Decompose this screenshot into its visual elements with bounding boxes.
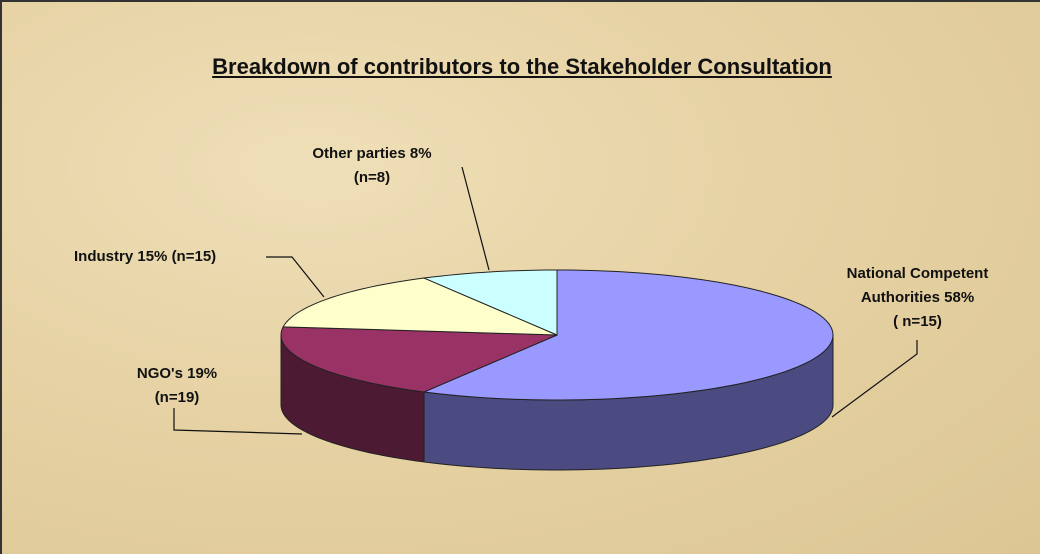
category-name: National Competent Authorities [846, 265, 989, 306]
chart-title: Breakdown of contributors to the Stakeho… [212, 54, 832, 79]
slice-label: Industry 15% (n=15) [74, 245, 274, 269]
leader-line [266, 256, 325, 298]
count-label: ( n=15) [893, 313, 942, 330]
count-label: (n=8) [353, 169, 391, 186]
slice-label: Other parties 8% (n=8) [277, 142, 467, 190]
value-label: 19% [187, 365, 218, 382]
category-name: Other parties [312, 145, 406, 162]
count-label: (n=15) [171, 248, 217, 265]
leader-line [173, 408, 303, 435]
value-label: 58% [944, 289, 975, 306]
leader-line [831, 340, 918, 418]
value-label: 8% [409, 145, 432, 162]
pie-slice [422, 269, 834, 401]
count-label: (n=19) [154, 389, 200, 406]
pie-slice [280, 326, 558, 393]
value-label: 15% [137, 248, 168, 265]
leader-line [461, 166, 490, 271]
category-name: NGO's [136, 365, 183, 382]
slice-label: National Competent Authorities 58% ( n=1… [830, 262, 1005, 334]
slice-label: NGO's 19% (n=19) [112, 362, 242, 410]
category-name: Industry [74, 248, 134, 265]
pie-slice [422, 269, 558, 336]
pie-slice [282, 277, 558, 336]
